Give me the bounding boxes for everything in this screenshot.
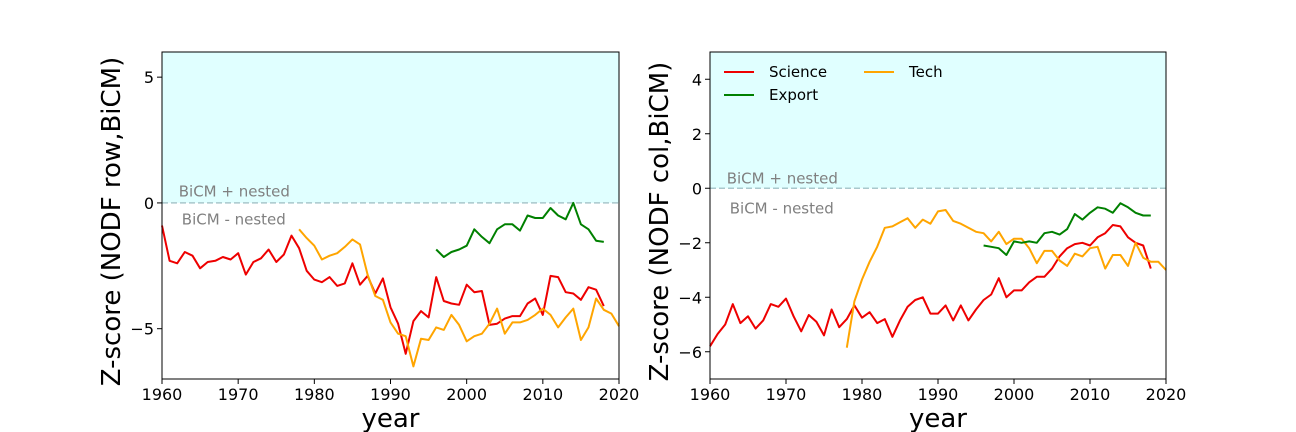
annotation-nested-minus: BiCM - nested bbox=[730, 200, 834, 218]
nested-region-shading bbox=[710, 52, 1166, 189]
y-axis-label: Z-score (NODF col,BiCM) bbox=[645, 62, 675, 382]
subplot-1: BiCM + nested BiCM - nested 1960 1970 1980 19… bbox=[97, 51, 640, 432]
x-axis-label: year bbox=[361, 404, 419, 432]
y-axis-label: Z-score (NODF row,BiCM) bbox=[97, 57, 127, 387]
y-tick-label: −5 bbox=[130, 320, 154, 339]
x-tick-label: 1960 bbox=[142, 385, 183, 404]
annotation-nested-plus: BiCM + nested bbox=[727, 170, 838, 188]
x-tick-label: 1970 bbox=[218, 385, 259, 404]
series-line-export bbox=[983, 202, 1151, 256]
series-line-science bbox=[161, 225, 605, 355]
subplot-2: BiCM + nested BiCM - nested 1960 1970 1980 19… bbox=[645, 51, 1187, 432]
y-tick-label: −2 bbox=[678, 234, 702, 253]
legend-label-export: Export bbox=[769, 86, 818, 104]
y-tick-label: 0 bbox=[144, 194, 154, 213]
legend: Science Export Tech bbox=[724, 63, 943, 104]
y-tick-label: −6 bbox=[678, 343, 702, 362]
series-line-tech bbox=[298, 228, 620, 368]
y-tick-label: 5 bbox=[144, 68, 154, 87]
x-tick-label: 1970 bbox=[766, 385, 807, 404]
x-tick-label: 1990 bbox=[918, 385, 959, 404]
x-tick-label: 2010 bbox=[1070, 385, 1111, 404]
x-tick-label: 2000 bbox=[994, 385, 1035, 404]
y-tick-label: 0 bbox=[692, 179, 702, 198]
series-line-science bbox=[709, 224, 1152, 347]
x-tick-label: 2020 bbox=[1146, 385, 1187, 404]
y-tick-label: 4 bbox=[692, 70, 702, 89]
x-tick-label: 1980 bbox=[842, 385, 883, 404]
x-tick-label: 1980 bbox=[294, 385, 335, 404]
legend-label-tech: Tech bbox=[908, 63, 943, 81]
x-tick-label: 2010 bbox=[522, 385, 563, 404]
series-line-export bbox=[435, 201, 604, 258]
annotation-nested-minus: BiCM - nested bbox=[182, 210, 286, 228]
series-line-tech bbox=[845, 209, 1167, 348]
annotation-nested-plus: BiCM + nested bbox=[179, 183, 290, 201]
x-tick-label: 2000 bbox=[446, 385, 487, 404]
y-tick-label: −4 bbox=[678, 288, 702, 307]
x-axis-label: year bbox=[909, 404, 967, 432]
nested-region-shading bbox=[162, 52, 619, 203]
x-tick-label: 2020 bbox=[599, 385, 640, 404]
y-tick-label: 2 bbox=[692, 125, 702, 144]
x-tick-label: 1960 bbox=[690, 385, 731, 404]
legend-label-science: Science bbox=[769, 63, 827, 81]
x-tick-label: 1990 bbox=[370, 385, 411, 404]
